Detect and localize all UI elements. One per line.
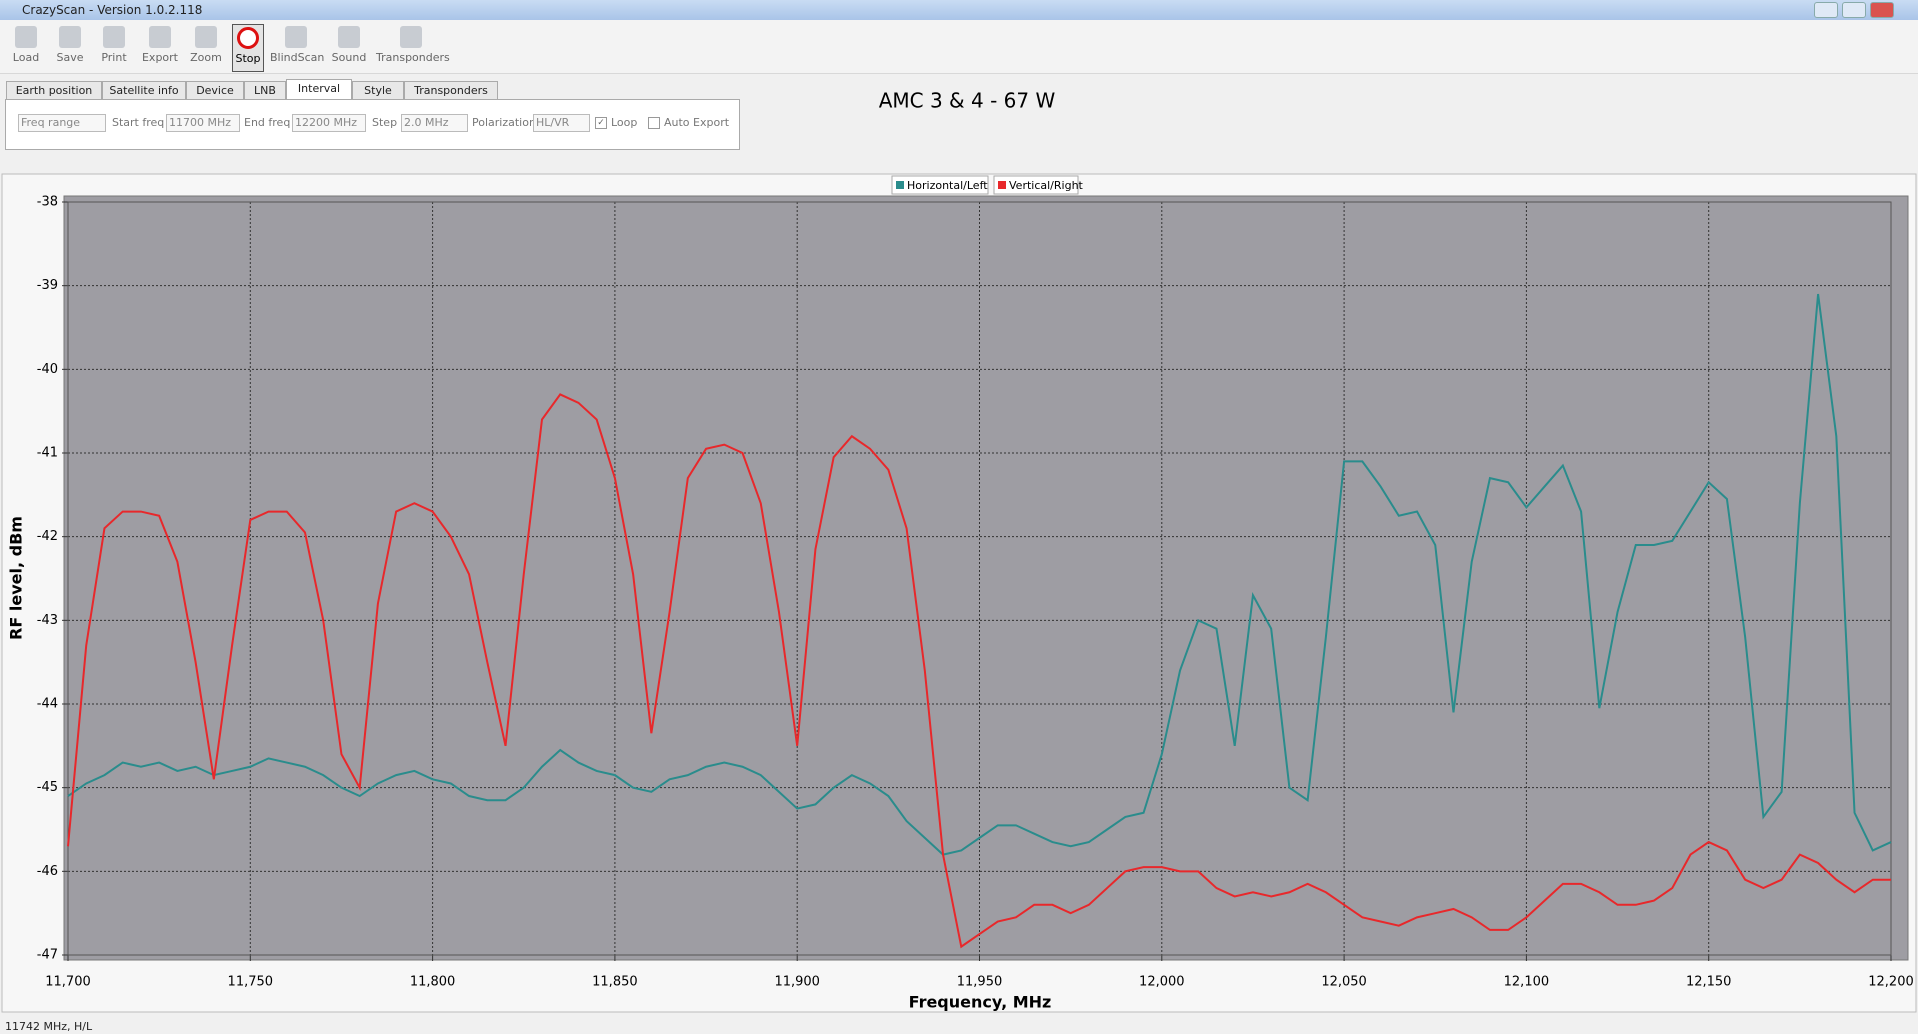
x-tick-label: 11,950 — [957, 975, 1003, 990]
y-tick-label: -40 — [37, 362, 58, 377]
toolbar: Load Save Print Export Zoom Stop BlindScan Soun… — [0, 20, 1918, 74]
x-axis-label: Frequency, MHz — [909, 993, 1052, 1012]
window-title: CrazyScan - Version 1.0.2.118 — [22, 3, 203, 17]
toolbar-button[interactable]: Export — [140, 24, 180, 70]
y-tick-label: -42 — [37, 529, 58, 544]
toolbar-icon — [15, 26, 37, 48]
toolbar-label: Sound — [331, 51, 367, 64]
toolbar-icon — [237, 27, 259, 49]
plot-frame — [67, 201, 1892, 956]
toolbar-button[interactable]: Stop — [232, 24, 264, 72]
x-tick-label: 12,100 — [1504, 975, 1550, 990]
toolbar-icon — [149, 26, 171, 48]
x-tick-label: 11,750 — [228, 975, 274, 990]
toolbar-icon — [338, 26, 360, 48]
step-label: Step — [372, 116, 398, 129]
toolbar-button[interactable]: Load — [8, 24, 44, 70]
tab[interactable]: Interval — [286, 79, 352, 100]
y-tick-label: -41 — [37, 446, 58, 461]
polarization-label: Polarization — [472, 116, 536, 129]
toolbar-label: Transponders — [376, 51, 450, 64]
loop-checkbox[interactable]: ✓ — [595, 117, 607, 129]
loop-label: Loop — [611, 116, 638, 129]
y-tick-label: -43 — [37, 613, 58, 628]
toolbar-button[interactable]: Print — [96, 24, 132, 70]
x-tick-label: 12,150 — [1686, 975, 1732, 990]
legend-label: Vertical/Right — [1009, 179, 1084, 192]
toolbar-label: Print — [101, 51, 127, 64]
legend-box — [891, 175, 989, 195]
status-bar: 11742 MHz, H/L — [5, 1020, 93, 1033]
toolbar-label: Export — [141, 51, 178, 64]
toolbar-icon — [195, 26, 217, 48]
title-bar: CrazyScan - Version 1.0.2.118 — [0, 0, 1918, 20]
tab[interactable]: LNB — [244, 81, 286, 99]
x-tick-label: 12,200 — [1868, 975, 1914, 990]
y-tick-label: -44 — [37, 697, 58, 712]
x-tick-label: 11,800 — [410, 975, 456, 990]
x-tick-label: 12,050 — [1321, 975, 1367, 990]
close-button[interactable] — [1870, 2, 1894, 18]
y-tick-label: -47 — [37, 948, 58, 963]
toolbar-icon — [59, 26, 81, 48]
y-tick-label: -46 — [37, 864, 58, 879]
interval-panel: Freq range Start freq 11700 MHz End freq… — [5, 99, 740, 150]
end-label: End freq — [244, 116, 291, 129]
start-input[interactable]: 11700 MHz — [166, 114, 240, 132]
toolbar-button[interactable]: BlindScan — [270, 24, 325, 70]
step-input[interactable]: 2.0 MHz — [401, 114, 468, 132]
end-input[interactable]: 12200 MHz — [292, 114, 366, 132]
tab[interactable]: Satellite info — [102, 81, 186, 99]
start-label: Start freq — [112, 116, 165, 129]
y-tick-label: -39 — [37, 278, 58, 293]
legend-swatch — [896, 181, 904, 189]
x-tick-label: 12,000 — [1139, 975, 1185, 990]
toolbar-icon — [400, 26, 422, 48]
auto-export-label: Auto Export — [664, 116, 730, 129]
tab[interactable]: Style — [352, 81, 404, 99]
polarization-combo[interactable]: HL/VR — [533, 114, 590, 132]
toolbar-label: Load — [12, 51, 40, 64]
y-axis-label: RF level, dBm — [7, 516, 26, 640]
toolbar-label: BlindScan — [270, 51, 325, 64]
series-line — [67, 393, 1891, 949]
tab[interactable]: Transponders — [404, 81, 498, 99]
toolbar-button[interactable]: Transponders — [376, 24, 450, 70]
series-line — [67, 293, 1892, 856]
toolbar-button[interactable]: Save — [52, 24, 88, 70]
toolbar-label: Stop — [235, 52, 261, 65]
legend-label: Horizontal/Left — [907, 179, 988, 192]
mode-combo[interactable]: Freq range — [18, 114, 106, 132]
chart-title: AMC 3 & 4 - 67 W — [879, 89, 1056, 113]
tab[interactable]: Device — [186, 81, 244, 99]
x-tick-label: 11,700 — [45, 975, 91, 990]
x-tick-label: 11,900 — [774, 975, 820, 990]
toolbar-label: Save — [56, 51, 84, 64]
plot-area — [63, 195, 1909, 961]
y-tick-label: -45 — [37, 780, 58, 795]
tab[interactable]: Earth position — [6, 81, 102, 99]
y-tick-label: -38 — [37, 195, 58, 210]
toolbar-label: Zoom — [190, 51, 222, 64]
toolbar-button[interactable]: Sound — [330, 24, 368, 70]
legend-box — [993, 175, 1079, 195]
toolbar-icon — [285, 26, 307, 48]
auto-export-checkbox[interactable] — [648, 117, 660, 129]
maximize-button[interactable] — [1842, 2, 1866, 18]
minimize-button[interactable] — [1814, 2, 1838, 18]
x-tick-label: 11,850 — [592, 975, 638, 990]
toolbar-button[interactable]: Zoom — [188, 24, 224, 70]
legend-swatch — [998, 181, 1006, 189]
toolbar-icon — [103, 26, 125, 48]
